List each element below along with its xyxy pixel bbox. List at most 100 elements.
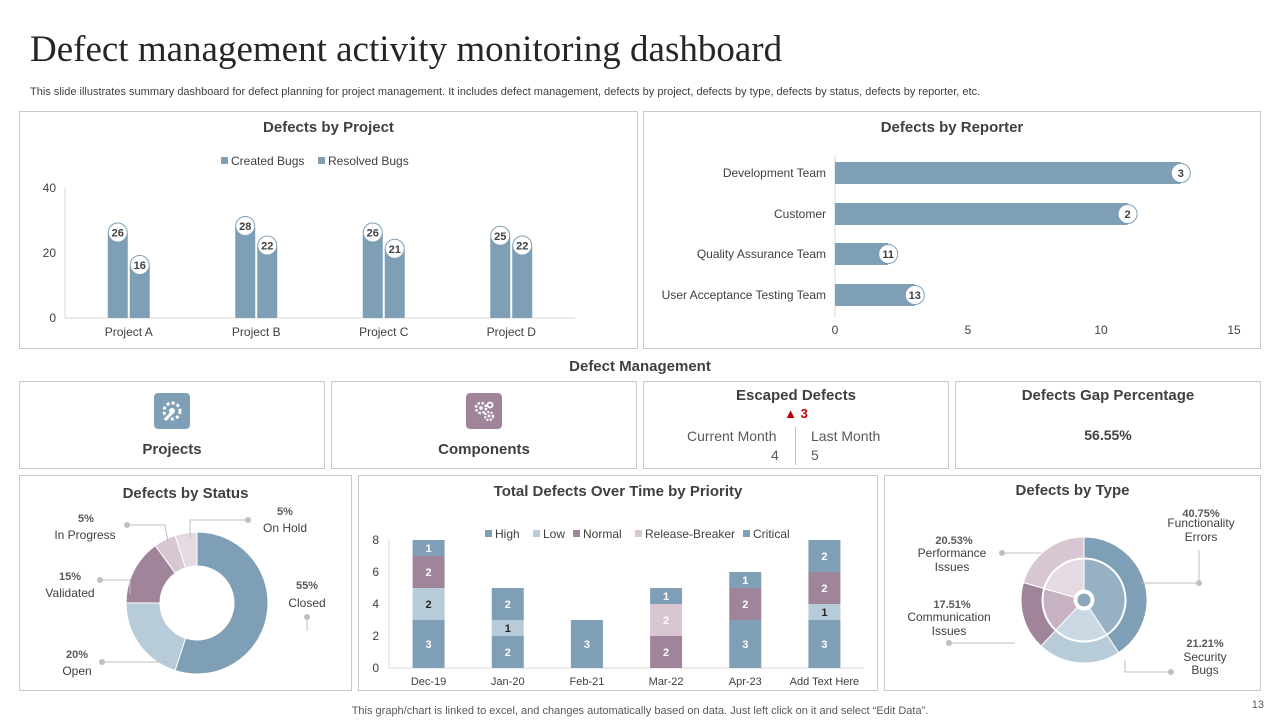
slice-label-in-progress: In Progress [54, 528, 115, 542]
bar-segment-critical-dec-19 [412, 540, 445, 556]
data-label-customer: 2 [1125, 209, 1131, 221]
data-label-resolved-bugs-project-c-bubble [384, 238, 405, 259]
slice-label-validated: Validated [45, 586, 94, 600]
data-label-quality-assurance-team-bubble [878, 244, 899, 264]
legend-critical: Critical [753, 527, 790, 541]
bar-created-bugs-project-c [362, 233, 383, 318]
defects-over-time-chart[interactable]: High Low Normal Release-Breaker Critical 0 2 4 6… [359, 476, 877, 690]
x-tick-label-project-c: Project C [359, 325, 409, 339]
pct-label-performance-issues: 20.53% [935, 535, 973, 547]
x-tick-label-project-b: Project B [232, 325, 281, 339]
y-tick-label: 8 [372, 533, 379, 547]
data-label-critical-add-text-here: 2 [821, 551, 827, 563]
bar-development-team [835, 162, 1181, 184]
data-label-high-jan-20: 2 [505, 647, 511, 659]
bar-segment-critical-jan-20 [491, 588, 524, 620]
data-label-resolved-bugs-project-b-bubble [257, 235, 278, 256]
data-label-resolved-bugs-project-b: 22 [261, 241, 273, 253]
data-label-resolved-bugs-project-d: 22 [516, 241, 528, 253]
defects-by-project-panel: Defects by Project Created Bugs Resolved … [19, 111, 638, 349]
bar-segment-normal-add-text-here [808, 572, 841, 604]
outer-ring-slice-performance-issues [1022, 536, 1085, 589]
pct-label-validated: 15% [59, 571, 81, 583]
slice-label-open: Open [62, 664, 91, 678]
components-card[interactable]: Components [331, 381, 637, 469]
defects-by-status-panel: Defects by Status 55% Closed 20% Open 15% Val… [19, 475, 352, 691]
bar-segment-high-apr-23 [729, 620, 762, 668]
defects-by-project-title: Defects by Project [263, 119, 394, 136]
data-label-normal-dec-19: 2 [426, 567, 432, 579]
escaped-defects-title: Escaped Defects [735, 387, 857, 404]
bar-resolved-bugs-project-c [384, 249, 405, 318]
last-month-value: 5 [811, 447, 819, 463]
slice-label-line-2: Issues [932, 624, 967, 638]
pct-label-security-bugs: 21.21% [1186, 638, 1224, 650]
data-label-user-acceptance-testing-team: 13 [909, 290, 921, 302]
legend-release-breaker: Release-Breaker [645, 527, 735, 541]
pct-label-in-progress: 5% [78, 513, 94, 525]
leader-dot-security-bugs [1168, 669, 1174, 675]
defects-by-type-chart[interactable]: 40.75%Functionality Errors 21.21%Security B… [885, 476, 1260, 690]
defects-by-status-title: Defects by Status [122, 485, 249, 502]
bar-segment-normal-apr-23 [729, 588, 762, 620]
x-tick-label: 15 [1227, 323, 1241, 337]
data-label-created-bugs-project-a: 26 [112, 228, 124, 240]
defects-by-project-chart[interactable]: Created Bugs Resolved Bugs 0 20 40 26 16 Projec… [20, 112, 637, 348]
x-tick-label: 10 [1094, 323, 1108, 337]
data-label-high-dec-19: 3 [426, 639, 432, 651]
bar-segment-critical-mar-22 [650, 588, 683, 604]
legend-normal: Normal [583, 527, 622, 541]
leader-dot-functionality-errors [1196, 580, 1202, 586]
components-label: Components [438, 441, 530, 458]
gears-icon [466, 393, 502, 429]
x-tick-label-project-a: Project A [105, 325, 153, 339]
defects-by-reporter-chart[interactable]: Development Team 3 Customer 2 Quality Assura… [644, 112, 1260, 348]
legend-resolved-bugs: Resolved Bugs [328, 154, 409, 168]
legend-swatch-critical [743, 530, 750, 537]
data-label-low-dec-19: 2 [426, 599, 432, 611]
gear-wrench-icon [154, 393, 190, 429]
bar-segment-high-feb-21 [570, 620, 603, 668]
defects-gap-card: Defects Gap Percentage 56.55% [955, 381, 1261, 469]
x-tick-label-project-d: Project D [487, 325, 537, 339]
slice-label-communication-issues: Communication Issues [907, 610, 990, 638]
data-label-created-bugs-project-d: 25 [494, 231, 506, 243]
projects-card[interactable]: Projects [19, 381, 325, 469]
x-tick-label-feb-21: Feb-21 [569, 676, 604, 688]
defects-by-type-panel: Defects by Type 40.75% Functionality Error… [884, 475, 1261, 691]
defects-gap-title: Defects Gap Percentage [1021, 387, 1195, 404]
data-label-normal-apr-23: 2 [742, 599, 748, 611]
defects-by-reporter-title: Defects by Reporter [880, 119, 1024, 136]
legend-created-bugs: Created Bugs [231, 154, 304, 168]
data-label-created-bugs-project-b: 28 [239, 221, 251, 233]
data-label-development-team-bubble [1170, 163, 1191, 183]
data-label-high-add-text-here: 3 [821, 639, 827, 651]
data-label-critical-jan-20: 2 [505, 599, 511, 611]
x-tick-label-add-text-here: Add Text Here [790, 676, 860, 688]
slice-closed [174, 531, 269, 675]
leader-dot-in-progress [124, 522, 130, 528]
data-label-created-bugs-project-a-bubble [107, 222, 128, 243]
projects-label: Projects [142, 441, 202, 458]
bar-segment-high-add-text-here [808, 620, 841, 668]
defects-by-status-chart[interactable]: 55% Closed 20% Open 15% Validated 5% In Progres… [20, 476, 351, 690]
slice-label-line-2: Bugs [1191, 663, 1218, 677]
slice-open [125, 602, 187, 672]
leader-dot-closed [304, 614, 310, 620]
data-label-critical-apr-23: 1 [742, 575, 748, 587]
footer-note: This graph/chart is linked to excel, and… [351, 705, 929, 717]
leader-dot-on-hold [245, 517, 251, 523]
page-number: 13 [1251, 699, 1264, 711]
pct-label-closed: 55% [296, 580, 318, 592]
bar-segment-high-jan-20 [491, 636, 524, 668]
bar-customer [835, 203, 1128, 225]
slice-label-line-2: Issues [935, 560, 970, 574]
y-tick-label: 6 [372, 565, 379, 579]
defects-gap-value: 56.55% [1084, 427, 1132, 443]
bar-created-bugs-project-a [107, 233, 128, 318]
leader-dot-open [99, 659, 105, 665]
y-tick-label-customer: Customer [774, 207, 826, 221]
y-tick-label: 20 [43, 246, 57, 260]
defect-management-heading: Defect Management [569, 358, 711, 375]
data-label-high-apr-23: 3 [742, 639, 748, 651]
